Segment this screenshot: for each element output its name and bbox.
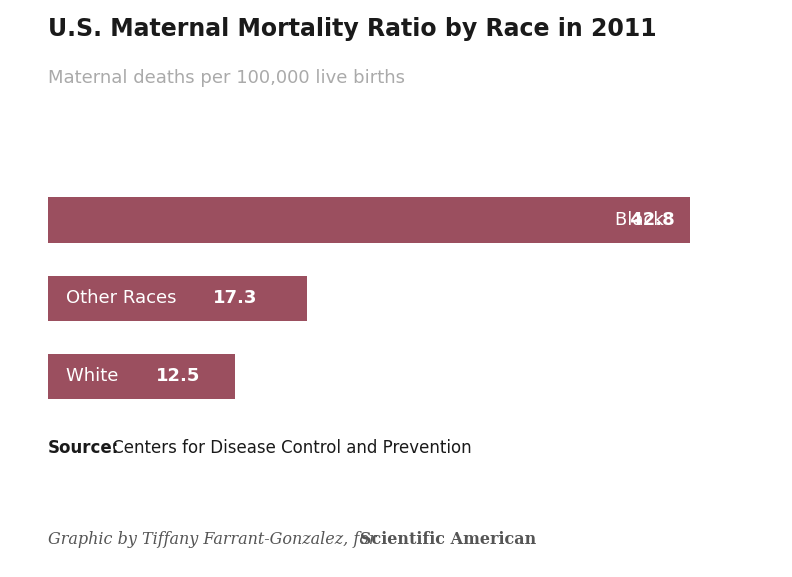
Text: Black: Black (615, 211, 675, 229)
Text: U.S. Maternal Mortality Ratio by Race in 2011: U.S. Maternal Mortality Ratio by Race in… (48, 17, 656, 42)
Text: Maternal deaths per 100,000 live births: Maternal deaths per 100,000 live births (48, 69, 405, 87)
Text: Scientific American: Scientific American (360, 531, 537, 548)
Text: Centers for Disease Control and Prevention: Centers for Disease Control and Preventi… (107, 439, 471, 456)
Bar (48, 197, 690, 243)
Text: 12.5: 12.5 (155, 368, 200, 385)
Text: 17.3: 17.3 (213, 289, 257, 307)
Text: 42.8: 42.8 (600, 211, 675, 229)
Text: Graphic by Tiffany Farrant-Gonzalez, for: Graphic by Tiffany Farrant-Gonzalez, for (48, 531, 381, 548)
Bar (48, 275, 307, 321)
Text: Other Races: Other Races (66, 289, 188, 307)
Text: Source:: Source: (48, 439, 119, 456)
Bar (48, 354, 235, 399)
Text: White: White (66, 368, 129, 385)
